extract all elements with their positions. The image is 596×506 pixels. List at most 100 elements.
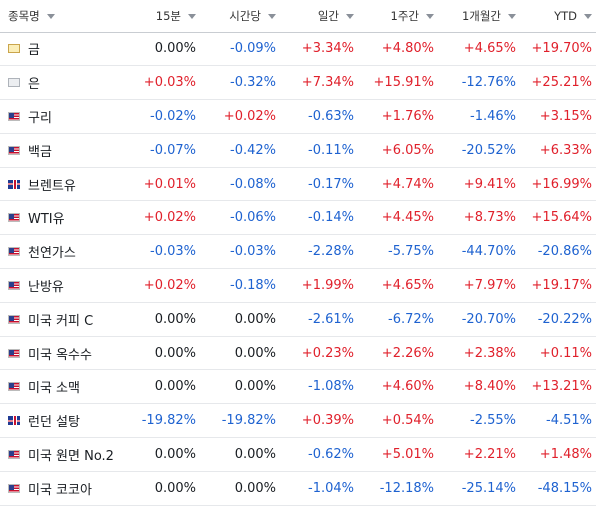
change-m15-cell: +0.03%: [143, 75, 196, 91]
change-hourly-cell: -0.09%: [230, 41, 276, 57]
change-m15-cell: -0.07%: [150, 142, 196, 158]
change-daily-cell: -0.14%: [308, 210, 354, 226]
change-ytd-cell: +15.64%: [531, 210, 592, 226]
header-15min-label: 15분: [155, 8, 181, 23]
change-ytd-cell: -4.51%: [546, 413, 592, 429]
change-m15-cell: 0.00%: [154, 379, 196, 395]
change-hourly-cell: 0.00%: [234, 345, 276, 361]
commodity-link[interactable]: 런던 설탕: [28, 415, 80, 431]
header-weekly[interactable]: 1주간: [358, 0, 438, 33]
us-flag-icon: [8, 382, 20, 392]
change-hourly-cell: -0.18%: [230, 277, 276, 293]
commodity-link[interactable]: 천연가스: [28, 246, 76, 262]
change-hourly-cell: 0.00%: [234, 311, 276, 327]
change-monthly-cell: -1.46%: [470, 108, 516, 124]
header-monthly-label: 1개월간: [461, 8, 501, 23]
sort-arrow-icon[interactable]: [508, 13, 516, 19]
sort-arrow-icon[interactable]: [584, 13, 592, 19]
sort-arrow-icon[interactable]: [346, 13, 354, 19]
commodity-link[interactable]: 미국 원면 No.2: [28, 448, 114, 464]
change-monthly-cell: +2.21%: [463, 446, 516, 462]
change-hourly-cell: 0.00%: [234, 446, 276, 462]
header-row: 종목명 15분 시간당 일간 1주간 1개월간 YTD: [0, 0, 596, 33]
commodity-link[interactable]: 백금: [28, 144, 52, 160]
change-monthly-cell: +8.73%: [463, 210, 516, 226]
change-monthly-cell: +9.41%: [463, 176, 516, 192]
change-daily-cell: +0.23%: [301, 345, 354, 361]
commodity-link[interactable]: 은: [28, 77, 40, 93]
change-ytd-cell: -20.22%: [537, 311, 592, 327]
table-row: 브렌트유 +0.01% -0.08% -0.17% +4.74% +9.41% +16.99…: [0, 167, 596, 201]
sort-arrow-icon[interactable]: [46, 13, 55, 19]
commodity-link[interactable]: 구리: [28, 110, 52, 126]
change-hourly-cell: +0.02%: [223, 108, 276, 124]
change-monthly-cell: -12.76%: [461, 75, 516, 91]
us-flag-icon: [8, 483, 20, 493]
sort-arrow-icon[interactable]: [188, 13, 196, 19]
change-m15-cell: 0.00%: [154, 446, 196, 462]
change-weekly-cell: +15.91%: [373, 75, 434, 91]
header-15min[interactable]: 15분: [130, 0, 200, 33]
table-header: 종목명 15분 시간당 일간 1주간 1개월간 YTD: [0, 0, 596, 33]
change-weekly-cell: -6.72%: [388, 311, 434, 327]
table-row: 은 +0.03% -0.32% +7.34% +15.91% -12.76% +25.21%: [0, 66, 596, 100]
change-monthly-cell: -44.70%: [461, 244, 516, 260]
change-ytd-cell: -20.86%: [537, 244, 592, 260]
change-hourly-cell: -0.06%: [230, 210, 276, 226]
header-name-label: 종목명: [8, 8, 40, 23]
commodity-name-cell: 천연가스: [0, 235, 130, 269]
change-weekly-cell: +4.74%: [381, 176, 434, 192]
change-ytd-cell: +25.21%: [531, 75, 592, 91]
sort-arrow-icon[interactable]: [426, 13, 434, 19]
uk-flag-icon: [8, 179, 20, 189]
change-m15-cell: 0.00%: [154, 41, 196, 57]
commodity-link[interactable]: WTI유: [28, 212, 65, 228]
change-weekly-cell: +4.45%: [381, 210, 434, 226]
change-ytd-cell: +3.15%: [539, 108, 592, 124]
header-ytd[interactable]: YTD: [520, 0, 596, 33]
change-hourly-cell: 0.00%: [234, 480, 276, 496]
commodity-link[interactable]: 금: [28, 43, 40, 59]
header-name[interactable]: 종목명: [0, 0, 130, 33]
change-m15-cell: 0.00%: [154, 311, 196, 327]
us-flag-icon: [8, 247, 20, 257]
change-hourly-cell: -0.08%: [230, 176, 276, 192]
commodity-link[interactable]: 난방유: [28, 279, 64, 295]
change-daily-cell: +1.99%: [301, 277, 354, 293]
change-weekly-cell: +0.54%: [381, 413, 434, 429]
commodity-name-cell: 미국 소맥: [0, 370, 130, 404]
table-row: 난방유 +0.02% -0.18% +1.99% +4.65% +7.97% +19.17%: [0, 269, 596, 303]
header-hourly[interactable]: 시간당: [200, 0, 280, 33]
table-row: 미국 커피 C 0.00% 0.00% -2.61% -6.72% -20.70% -20.…: [0, 302, 596, 337]
commodity-link[interactable]: 미국 소맥: [28, 381, 80, 397]
header-weekly-label: 1주간: [390, 8, 419, 23]
change-monthly-cell: +7.97%: [463, 277, 516, 293]
change-daily-cell: +3.34%: [301, 41, 354, 57]
commodity-link[interactable]: 미국 커피 C: [28, 313, 94, 329]
header-hourly-label: 시간당: [229, 8, 261, 23]
change-weekly-cell: +5.01%: [381, 446, 434, 462]
commodity-link[interactable]: 미국 옥수수: [28, 347, 92, 363]
change-hourly-cell: 0.00%: [234, 379, 276, 395]
change-ytd-cell: +0.11%: [539, 345, 592, 361]
commodity-name-cell: 미국 코코아: [0, 471, 130, 505]
commodity-link[interactable]: 미국 코코아: [28, 482, 92, 498]
change-monthly-cell: +2.38%: [463, 345, 516, 361]
table-row: 천연가스 -0.03% -0.03% -2.28% -5.75% -44.70% -20.8…: [0, 235, 596, 269]
table-row: 미국 소맥 0.00% 0.00% -1.08% +4.60% +8.40% +13.21%: [0, 370, 596, 404]
change-ytd-cell: -48.15%: [537, 480, 592, 496]
header-ytd-label: YTD: [554, 8, 577, 23]
commodity-name-cell: WTI유: [0, 201, 130, 235]
change-hourly-cell: -0.03%: [230, 244, 276, 260]
change-m15-cell: -0.02%: [150, 108, 196, 124]
commodity-link[interactable]: 브렌트유: [28, 178, 76, 194]
header-daily[interactable]: 일간: [280, 0, 358, 33]
commodity-name-cell: 은: [0, 66, 130, 100]
change-daily-cell: -1.08%: [308, 379, 354, 395]
header-monthly[interactable]: 1개월간: [438, 0, 520, 33]
change-m15-cell: +0.02%: [143, 277, 196, 293]
sort-arrow-icon[interactable]: [268, 13, 276, 19]
gold-icon: [8, 44, 20, 54]
table-body: 금 0.00% -0.09% +3.34% +4.80% +4.65% +19.70% 은 +0…: [0, 32, 596, 506]
